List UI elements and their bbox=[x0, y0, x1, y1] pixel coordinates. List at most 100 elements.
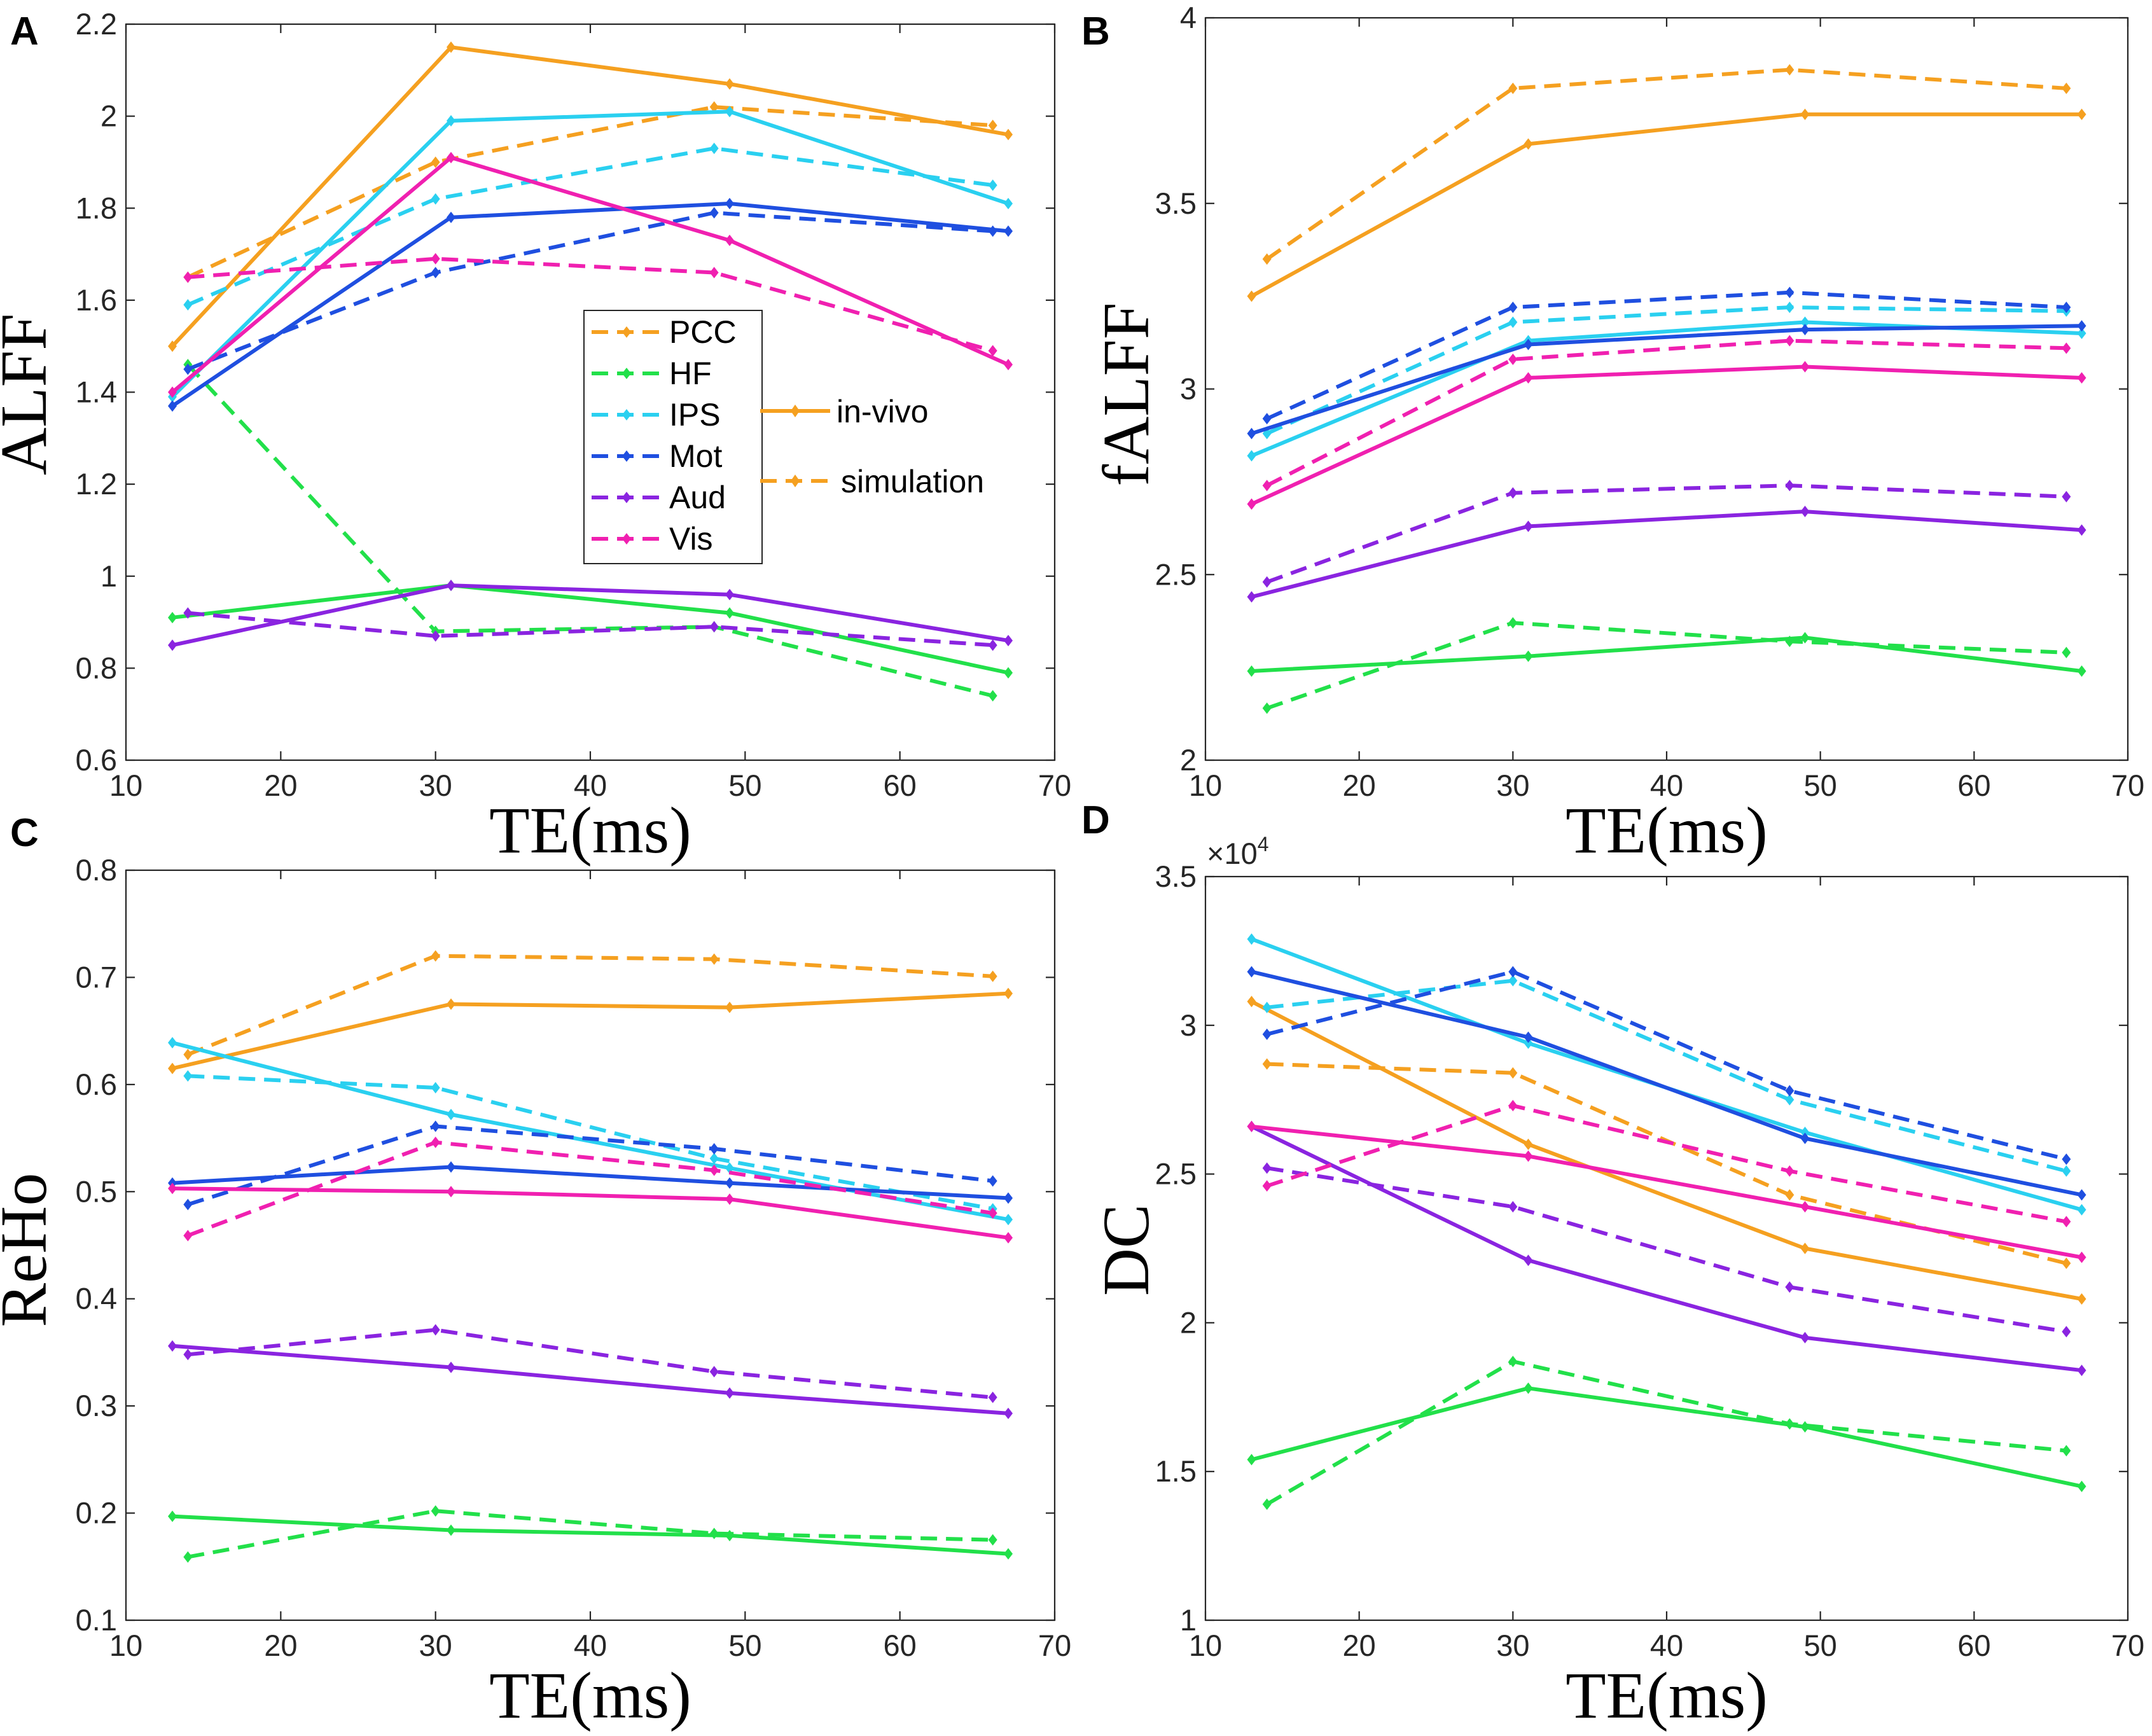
panel-a-series-ips-simulation-point bbox=[431, 193, 440, 205]
panel-b-series-aud-invivo-point bbox=[1247, 591, 1256, 603]
panel-a-x-tick-label: 70 bbox=[1038, 768, 1071, 802]
panel-c-series-ips-simulation-point bbox=[431, 1081, 440, 1094]
panel-d-series-aud-invivo-line bbox=[1251, 1125, 2082, 1373]
panel-c-y-tick-label: 0.6 bbox=[76, 1067, 117, 1101]
panel-b-series-mot-invivo-point bbox=[1247, 427, 1256, 440]
panel-a-series-vis-invivo bbox=[168, 151, 1013, 398]
panel-d-series-hf-invivo-line bbox=[1251, 1386, 2083, 1489]
panel-a-series-pcc-simulation-point bbox=[431, 156, 440, 168]
panel-d-y-tick-label: 1 bbox=[1180, 1603, 1197, 1637]
panel-d-series-hf-invivo-point bbox=[2077, 1480, 2086, 1492]
legend-pcc-marker bbox=[622, 326, 631, 338]
panel-a-series-hf-invivo-point bbox=[725, 607, 734, 619]
panel-b-series-vis-simulation-point bbox=[1262, 480, 1272, 492]
panel-d-series-aud-invivo-point bbox=[1800, 1331, 1810, 1344]
panel-b-x-tick-label: 40 bbox=[1650, 768, 1683, 802]
panel-a-series-mot-invivo-point bbox=[1004, 225, 1013, 237]
panel-b-series-mot-simulation-line bbox=[1266, 290, 2067, 420]
panel-a-series-hf-simulation-line bbox=[186, 363, 994, 698]
panel-d-series-vis-invivo-point bbox=[1800, 1201, 1810, 1213]
panel-c-series-mot-invivo-point bbox=[725, 1177, 734, 1189]
panel-b-series-mot-simulation-point bbox=[1785, 286, 1794, 298]
panel-a-x-tick-label: 30 bbox=[419, 768, 452, 802]
panel-c-y-tick-label: 0.5 bbox=[76, 1174, 117, 1208]
panel-c-series-vis-invivo-point bbox=[447, 1186, 455, 1198]
panel-d-series-pcc-simulation-point bbox=[2062, 1257, 2071, 1269]
panel-a-series-mot-simulation-line bbox=[187, 211, 993, 372]
panel-b-series-aud-simulation bbox=[1262, 480, 2071, 588]
panel-c-series-aud-invivo bbox=[168, 1340, 1013, 1419]
panel-a-series-mot-invivo-point bbox=[168, 400, 177, 412]
panel-a-series-aud-simulation-point bbox=[988, 639, 997, 651]
panel-d-series-hf-simulation-line bbox=[1266, 1359, 2067, 1506]
panel-b-series-pcc-simulation-line bbox=[1265, 67, 2067, 261]
panel-b-series-hf-simulation-point bbox=[2062, 646, 2071, 658]
panel-a-series-aud-invivo-point bbox=[447, 580, 455, 592]
panel-c-y-tick-label: 0.7 bbox=[76, 960, 117, 994]
panel-c-series-pcc-invivo-point bbox=[447, 998, 455, 1010]
panel-c-series-ips-simulation bbox=[183, 1070, 997, 1215]
panel-d-x-tick-label: 50 bbox=[1804, 1628, 1837, 1662]
panel-b-x-axis-title: TE(ms) bbox=[1565, 794, 1768, 867]
panel-a-series-ips-simulation-line bbox=[187, 146, 994, 307]
panel-a-series-ips-invivo bbox=[168, 106, 1013, 403]
panel-d-y-tick-label: 3.5 bbox=[1155, 859, 1197, 893]
panel-a-series-vis-simulation-point bbox=[431, 253, 440, 265]
panel-a-series-aud-simulation-line bbox=[188, 611, 993, 648]
panel-d-series-pcc-invivo-point bbox=[2077, 1293, 2086, 1305]
panel-d-series-ips-invivo-point bbox=[1800, 1127, 1810, 1139]
panel-c-series-hf-invivo-line bbox=[172, 1514, 1009, 1556]
panel-a-y-tick-label: 2 bbox=[101, 99, 117, 133]
panel-d-series-mot-invivo-point bbox=[1800, 1132, 1810, 1144]
panel-d-x-tick-label: 20 bbox=[1343, 1628, 1376, 1662]
panel-b-series-mot-invivo-point bbox=[1800, 324, 1810, 336]
panel-c-series-ips-simulation-point bbox=[183, 1070, 193, 1082]
panel-d-y-axis-title: DC bbox=[1090, 1204, 1163, 1296]
panel-a-letter: A bbox=[10, 10, 39, 53]
legend: PCC HF IPS Mot Aud Vis in-vivo simulation bbox=[583, 310, 984, 564]
panel-a-series-aud-invivo-point bbox=[168, 639, 177, 651]
panel-d-series-aud-invivo-point bbox=[1524, 1254, 1533, 1267]
panel-c-series-aud-simulation-point bbox=[431, 1324, 440, 1336]
panel-d-series-mot-simulation-point bbox=[1508, 966, 1518, 978]
legend-entry-pcc: PCC bbox=[592, 314, 737, 350]
panel-a-series-mot-simulation-point bbox=[988, 225, 997, 237]
panel-b-series-ips-invivo-point bbox=[2077, 327, 2086, 339]
panel-b-series-vis-simulation-point bbox=[1785, 335, 1794, 347]
panel-d-series-vis-invivo-point bbox=[2077, 1251, 2086, 1263]
panel-c-x-tick-label: 60 bbox=[884, 1628, 917, 1662]
panel-b-series-hf-invivo-point bbox=[2077, 665, 2086, 677]
panel-b-series-ips-invivo-point bbox=[1800, 316, 1810, 328]
panel-b-series-aud-invivo-point bbox=[1524, 520, 1533, 532]
panel-c-series-pcc-invivo-point bbox=[168, 1062, 177, 1074]
panel-d-series-ips-simulation bbox=[1262, 975, 2071, 1177]
panel-b-series-aud-invivo-point bbox=[2077, 524, 2086, 536]
legend-mot-marker bbox=[622, 450, 631, 462]
legend-aud-marker bbox=[622, 492, 631, 503]
panel-c-series-aud-simulation-point bbox=[988, 1391, 997, 1403]
panel-c-series-mot-invivo-point bbox=[447, 1161, 455, 1173]
panel-d-series-aud-simulation-point bbox=[2062, 1326, 2071, 1338]
panel-a-series-ips-simulation-point bbox=[988, 179, 997, 191]
legend-region-entries: PCC HF IPS Mot Aud Vis bbox=[592, 314, 737, 557]
panel-a-series-vis-invivo-point bbox=[1004, 359, 1013, 371]
panel-c-series-vis-invivo-point bbox=[1004, 1232, 1013, 1244]
panel-b-x-tick-label: 10 bbox=[1189, 768, 1222, 802]
panel-a-series-mot-invivo-line bbox=[171, 202, 1009, 408]
panel-a-series-hf-invivo-point bbox=[1004, 667, 1013, 679]
panel-d-series-pcc-invivo-point bbox=[1524, 1138, 1533, 1150]
panel-a-series-pcc-invivo-line bbox=[170, 45, 1009, 348]
panel-b-series-hf-invivo-point bbox=[1247, 665, 1256, 677]
panel-d-series-aud-simulation bbox=[1262, 1162, 2071, 1338]
legend-entry-ips: IPS bbox=[592, 397, 721, 433]
panel-d-multiplier-exp: 4 bbox=[1258, 833, 1269, 856]
panel-a-y-tick-label: 1.4 bbox=[76, 375, 117, 409]
panel-d-x-tick-label: 10 bbox=[1189, 1628, 1222, 1662]
panel-c-series-vis-simulation-point bbox=[709, 1164, 719, 1176]
panel-d-series-mot-invivo-line bbox=[1251, 969, 2083, 1197]
panel-d-series-mot-simulation-point bbox=[1262, 1028, 1272, 1040]
panel-d-series-mot-simulation-point bbox=[2062, 1153, 2071, 1165]
panel-c-x-axis-title: TE(ms) bbox=[489, 1659, 691, 1732]
panel-b-series-ips-simulation-point bbox=[1508, 316, 1518, 328]
